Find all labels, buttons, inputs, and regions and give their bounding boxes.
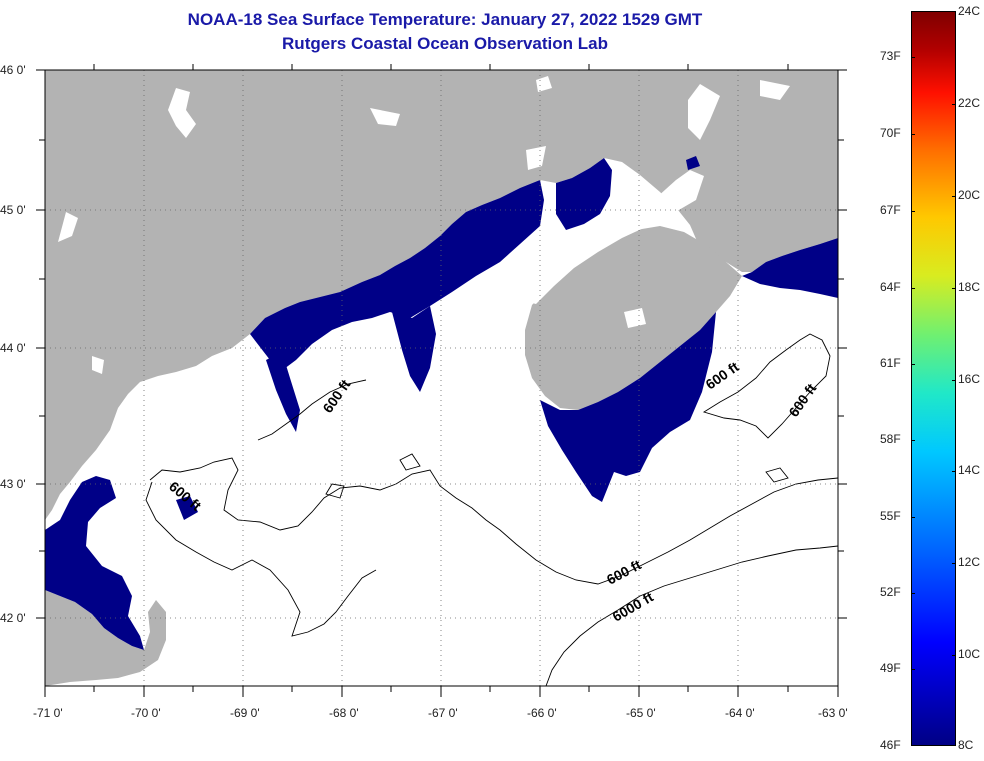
lon-label: -67 0'	[428, 706, 458, 720]
map-subtitle: Rutgers Coastal Ocean Observation Lab	[282, 34, 608, 53]
lon-label: -71 0'	[33, 706, 63, 720]
colorbar-tick	[911, 288, 915, 289]
lat-label: 44 0'	[0, 341, 26, 355]
colorbar-label-f: 64F	[880, 280, 901, 294]
lat-label: 46 0'	[0, 63, 26, 77]
lon-label: -66 0'	[527, 706, 557, 720]
contour-600ft	[149, 457, 839, 585]
colorbar-label-f: 73F	[880, 49, 901, 63]
colorbar-label-c: 20C	[958, 188, 981, 202]
colorbar-tick	[911, 364, 915, 365]
bay-of-fundy	[520, 170, 704, 304]
lat-label: 43 0'	[0, 477, 26, 491]
colorbar-label-f: 58F	[880, 432, 901, 446]
colorbar-label-c: 8C	[958, 738, 974, 752]
graticule	[45, 70, 838, 686]
contour-600ft	[257, 379, 367, 441]
contour-small	[325, 483, 345, 499]
cold-sst-bay-entrance	[556, 158, 612, 230]
cold-sst-patch	[686, 156, 700, 170]
lat-label: 42 0'	[0, 611, 26, 625]
colorbar-tick	[952, 104, 956, 105]
cold-sst-cape-breton	[742, 238, 838, 298]
colorbar-label-f: 70F	[880, 126, 901, 140]
lon-label: -65 0'	[626, 706, 656, 720]
lake	[92, 356, 104, 374]
colorbar-label-c: 12C	[958, 555, 981, 569]
lake	[688, 84, 720, 140]
lake	[58, 212, 78, 242]
cold-sst-maine-coast	[250, 180, 544, 372]
land-cape-cod	[45, 590, 166, 686]
colorbar-label-f: 67F	[880, 203, 901, 217]
lon-label: -63 0'	[818, 706, 848, 720]
lat-label: 45 0'	[0, 203, 26, 217]
colorbar-label-f: 61F	[880, 356, 901, 370]
contour-small	[765, 467, 789, 483]
colorbar-tick	[952, 655, 956, 656]
cold-sst-patch	[176, 496, 198, 520]
colorbar-label-c: 18C	[958, 280, 981, 294]
colorbar-label-f: 49F	[880, 661, 901, 675]
colorbar-label-c: 14C	[958, 463, 981, 477]
contour-small	[399, 453, 421, 471]
contour-600ft	[145, 481, 377, 637]
colorbar-label-c: 10C	[958, 647, 981, 661]
colorbar-tick	[952, 288, 956, 289]
bathymetry-contours	[145, 333, 839, 687]
colorbar	[911, 11, 956, 746]
colorbar-tick	[911, 517, 915, 518]
colorbar-tick	[952, 471, 956, 472]
lon-label: -68 0'	[329, 706, 359, 720]
lon-label: -69 0'	[230, 706, 260, 720]
lake	[526, 146, 546, 170]
colorbar-label-f: 55F	[880, 509, 901, 523]
colorbar-tick	[911, 440, 915, 441]
colorbar-tick	[911, 211, 915, 212]
cold-sst-mid-coast	[392, 306, 436, 392]
lake	[168, 88, 196, 138]
contour-600ft	[702, 333, 831, 439]
colorbar-tick	[952, 196, 956, 197]
map-title: NOAA-18 Sea Surface Temperature: January…	[187, 10, 703, 29]
colorbar-label-c: 16C	[958, 372, 981, 386]
colorbar-tick	[911, 57, 915, 58]
lon-label: -70 0'	[131, 706, 161, 720]
colorbar-label-c: 22C	[958, 96, 981, 110]
land-mainland	[45, 70, 838, 520]
colorbar-label-f: 52F	[880, 585, 901, 599]
colorbar-tick	[952, 380, 956, 381]
colorbar-tick	[911, 134, 915, 135]
lake	[760, 80, 790, 100]
cold-sst-massachusetts-bay	[45, 476, 144, 650]
colorbar-tick	[911, 593, 915, 594]
colorbar-label-c: 24C	[958, 4, 981, 18]
colorbar-label-f: 46F	[880, 738, 901, 752]
cold-sst-nova-scotia-shelf	[540, 312, 716, 502]
lon-label: -64 0'	[725, 706, 755, 720]
colorbar-tick	[911, 669, 915, 670]
cold-sst-maine-streaks	[266, 352, 300, 432]
lake	[624, 308, 646, 328]
axis-ticks	[36, 64, 847, 697]
colorbar-gradient	[911, 11, 956, 746]
contour-6000ft	[545, 545, 839, 687]
lake	[370, 108, 400, 126]
colorbar-tick	[952, 563, 956, 564]
